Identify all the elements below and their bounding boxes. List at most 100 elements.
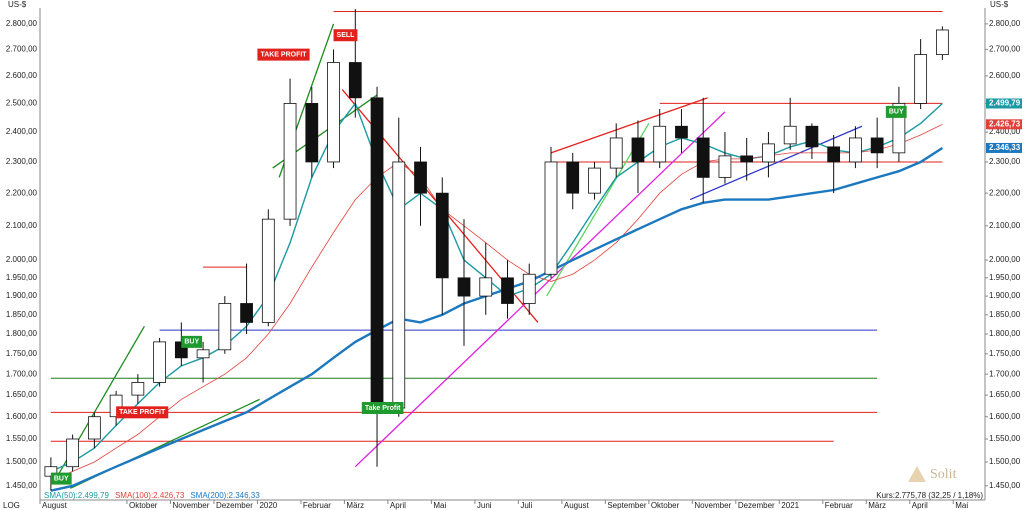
y-tick-label-left: 2.800,00 (6, 19, 38, 28)
y-tick-label-left: 1.750,00 (6, 349, 38, 358)
candle-body (740, 155, 754, 163)
y-tick-label-right: 1.650,00 (989, 390, 1021, 399)
candle-body (435, 192, 449, 279)
y-tick-label-left: 2.400,00 (6, 127, 38, 136)
candle-body (892, 103, 906, 154)
sma-line (50, 146, 944, 492)
signal: SELL (333, 29, 358, 42)
candle-body (631, 137, 645, 163)
legend-entry: SMA(100):2.426,73 (115, 491, 185, 500)
signal-box (116, 406, 169, 419)
value-tag (986, 98, 1022, 109)
legend-entry: SMA(200):2.346,33 (190, 491, 260, 500)
signal: BUY (50, 472, 72, 485)
signal: Take Profit (361, 401, 404, 414)
logo-text: Solit (930, 467, 957, 482)
signal-label: BUY (889, 109, 904, 116)
candle-body (718, 155, 732, 178)
x-tick-label: 2021 (781, 501, 799, 510)
x-tick-label: Oktober (651, 501, 680, 510)
candle-body (522, 273, 536, 304)
y-tick-label-left: 2.000,00 (6, 255, 38, 264)
y-tick-label-right: 2.200,00 (989, 188, 1021, 197)
y-tick-label-right: 2.000,00 (989, 255, 1021, 264)
logo-icon (908, 466, 926, 482)
candle-body (566, 161, 580, 194)
candle-body (696, 137, 710, 178)
x-tick-label: Mai (955, 501, 968, 510)
y-tick-label-right: 1.800,00 (989, 329, 1021, 338)
y-tick-label-left: 1.900,00 (6, 291, 38, 300)
value-tag-label: 2.499,79 (989, 99, 1021, 108)
signal-label: TAKE PROFIT (260, 51, 307, 58)
y-tick-label-left: 2.600,00 (6, 71, 38, 80)
y-tick-label-left: 1.700,00 (6, 369, 38, 378)
candle-body (457, 277, 471, 297)
x-tick-label: Oktober (129, 501, 158, 510)
candle-body (762, 143, 775, 163)
candle-body (392, 161, 406, 409)
y-tick-label-right: 1.850,00 (989, 310, 1021, 319)
y-tick-label-left: 1.500,00 (6, 457, 38, 466)
y-unit-right: US-$ (990, 0, 1009, 9)
y-tick-label-right: 2.100,00 (989, 221, 1021, 230)
x-tick-label: September (607, 501, 646, 510)
signal: BUY (885, 105, 907, 118)
y-tick-label-right: 2.400,00 (989, 127, 1021, 136)
x-tick-label: Juli (520, 501, 532, 510)
x-tick-label: Dezember (738, 501, 775, 510)
y-tick-label-left: 1.550,00 (6, 434, 38, 443)
x-tick-label: April (912, 501, 928, 510)
y-tick-label-left: 2.700,00 (6, 45, 38, 54)
signal-box (50, 472, 72, 485)
sma-line (50, 123, 943, 482)
candle-body (783, 125, 797, 145)
value-tag-label: 2.346,33 (989, 143, 1021, 152)
x-tick-label: November (172, 501, 209, 510)
y-tick-label-right: 1.950,00 (989, 273, 1021, 282)
legend-entry: SMA(50):2.499,79 (44, 491, 109, 500)
y-tick-label-right: 2.800,00 (989, 19, 1021, 28)
candle-body (153, 341, 166, 383)
signal-box (257, 48, 310, 61)
x-tick-label: April (390, 501, 406, 510)
candle-body (87, 416, 101, 440)
signal-label: TAKE PROFIT (119, 409, 166, 416)
signal: TAKE PROFIT (116, 406, 169, 419)
signal-box (333, 29, 358, 42)
candle-body (609, 137, 623, 169)
y-tick-label-left: 2.500,00 (6, 99, 38, 108)
value-tag-label: 2.426,73 (989, 119, 1021, 128)
logo: Solit (908, 466, 957, 482)
candle-body (501, 277, 514, 304)
candle-body (588, 167, 601, 194)
x-tick-label: August (564, 501, 590, 510)
candle-body (196, 349, 210, 359)
signal-box (885, 105, 907, 118)
trend-line (354, 111, 726, 468)
candle-body (805, 125, 819, 148)
y-tick-label-left: 1.800,00 (6, 329, 38, 338)
candle-body (131, 382, 145, 396)
candle-body (283, 103, 297, 220)
y-tick-label-right: 1.600,00 (989, 412, 1021, 421)
y-tick-label-left: 2.300,00 (6, 157, 38, 166)
y-tick-label-left: 2.200,00 (6, 188, 38, 197)
y-tick-label-right: 1.450,00 (989, 481, 1021, 490)
signal-label: BUY (184, 339, 199, 346)
x-tick-label: März (868, 501, 886, 510)
candle-body (936, 29, 949, 56)
y-tick-label-left: 2.100,00 (6, 221, 38, 230)
x-tick-label: Februar (825, 501, 853, 510)
candle-body (827, 146, 841, 163)
signal-label: SELL (337, 32, 356, 39)
candle-body (370, 97, 384, 409)
signal: TAKE PROFIT (257, 48, 310, 61)
x-tick-label: November (694, 501, 731, 510)
y-tick-label-right: 2.600,00 (989, 71, 1021, 80)
candle-body (348, 62, 362, 99)
candle-body (653, 125, 667, 163)
y-tick-label-right: 1.900,00 (989, 291, 1021, 300)
candle-body (305, 103, 319, 163)
y-unit-left: US-$ (8, 0, 27, 9)
